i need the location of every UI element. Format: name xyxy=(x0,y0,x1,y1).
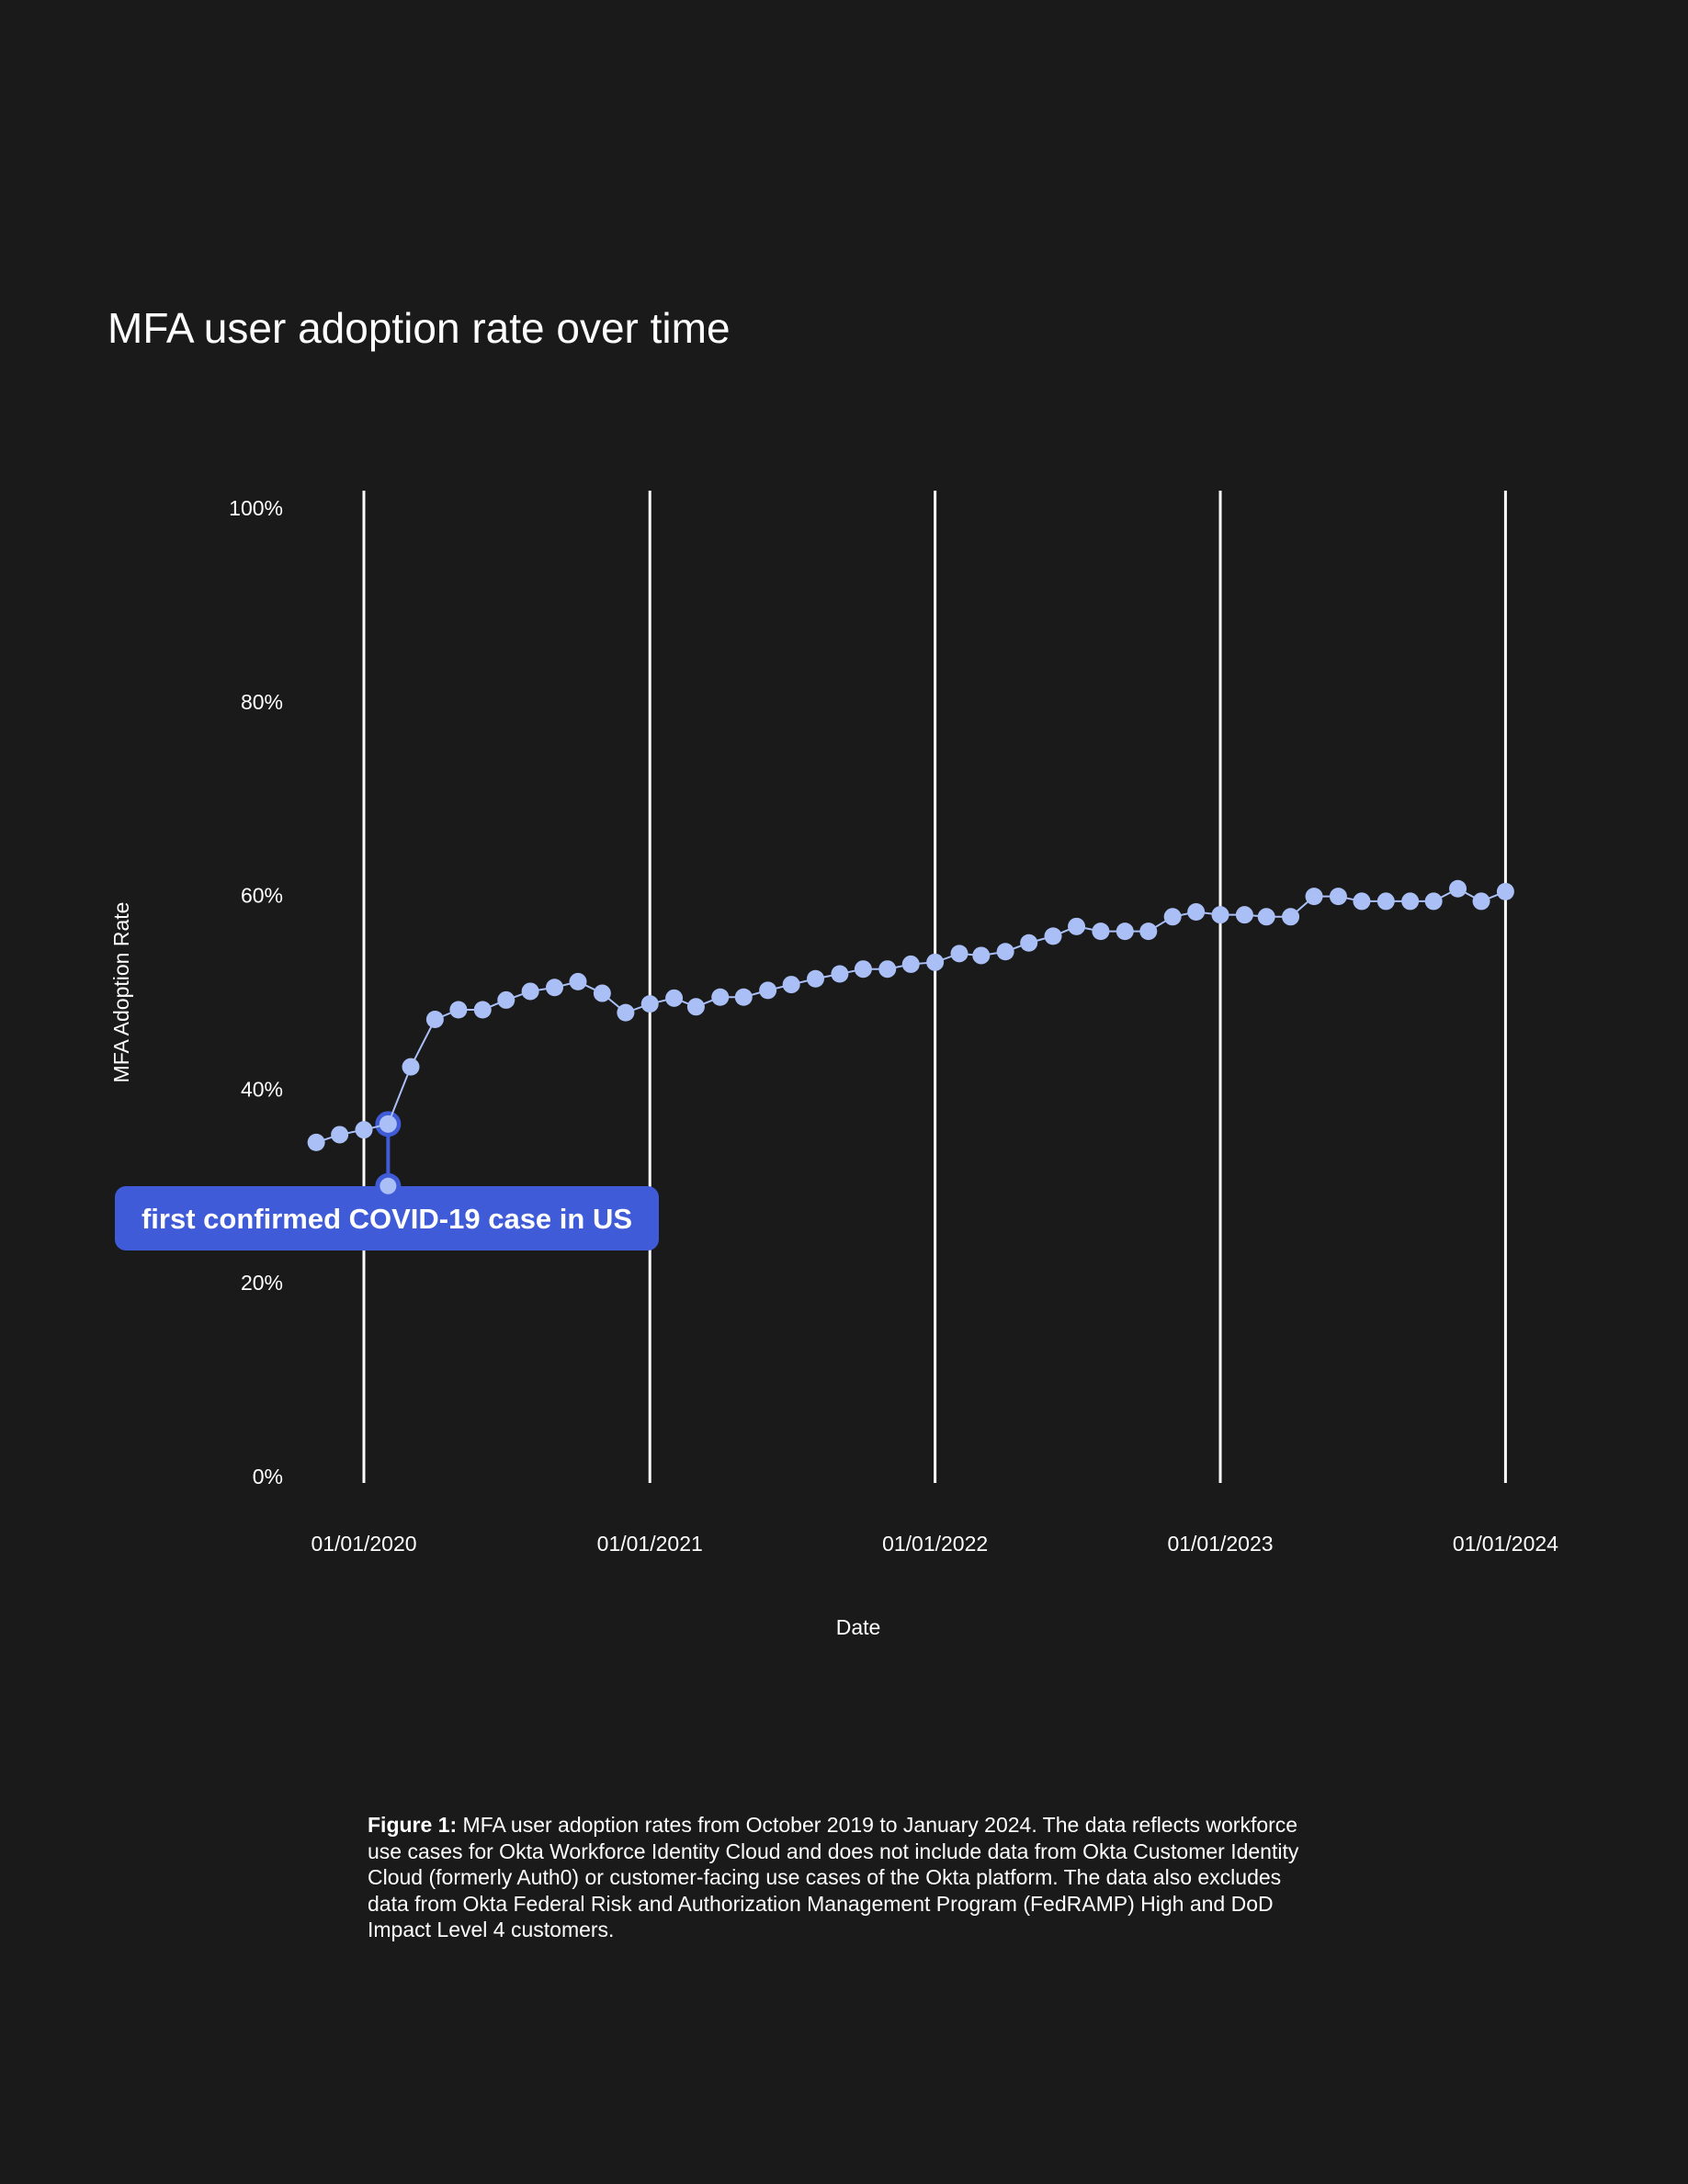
data-point xyxy=(1163,908,1182,926)
chart-title: MFA user adoption rate over time xyxy=(108,304,731,352)
caption-text: MFA user adoption rates from October 201… xyxy=(457,1813,1298,1837)
data-point xyxy=(1376,892,1395,911)
data-point xyxy=(425,1011,444,1029)
data-point xyxy=(331,1126,349,1144)
x-axis-label: Date xyxy=(836,1615,881,1639)
y-axis-label: MFA Adoption Rate xyxy=(109,902,133,1083)
line-chart: 0%20%40%60%80%100% 01/01/2020 01/01/2021 0… xyxy=(109,491,1558,1639)
data-point xyxy=(759,981,777,1000)
x-tick-label: 01/01/2023 xyxy=(1167,1532,1273,1556)
data-point xyxy=(926,953,945,971)
data-point xyxy=(686,998,705,1016)
data-point xyxy=(355,1121,373,1139)
data-point xyxy=(593,984,611,1002)
caption-line: Cloud (formerly Auth0) or customer-facin… xyxy=(368,1865,1282,1889)
data-point xyxy=(1496,882,1514,900)
data-point xyxy=(972,946,991,965)
data-point xyxy=(1401,892,1420,911)
y-tick-labels: 0% 20% 40% 60% 80% 100% xyxy=(229,496,283,1488)
data-point xyxy=(996,943,1014,961)
data-point xyxy=(1187,903,1206,922)
annotation: first confirmed COVID-19 case in US xyxy=(115,1172,659,1250)
caption-line: data from Okta Federal Risk and Authoriz… xyxy=(368,1891,1274,1916)
data-point xyxy=(1329,888,1347,906)
data-point xyxy=(1020,934,1038,952)
caption-line: Figure 1: MFA user adoption rates from O… xyxy=(368,1812,1298,1839)
data-point xyxy=(950,945,969,963)
data-point xyxy=(449,1001,468,1019)
data-point xyxy=(640,995,659,1013)
x-tick-labels: 01/01/2020 01/01/2021 01/01/2022 01/01/2023… xyxy=(311,1532,1558,1556)
data-point xyxy=(402,1058,420,1076)
data-point xyxy=(711,988,730,1006)
data-point xyxy=(1139,922,1158,941)
data-point xyxy=(521,982,539,1001)
series-line xyxy=(315,888,1506,1144)
data-point xyxy=(1092,922,1110,941)
data-points xyxy=(307,879,1514,1151)
data-point xyxy=(1211,906,1229,924)
data-point xyxy=(545,979,563,997)
data-point xyxy=(497,990,515,1009)
annotation-box xyxy=(115,1186,659,1250)
data-point xyxy=(1257,908,1275,926)
annotation-anchor-dot xyxy=(380,1177,397,1194)
data-point xyxy=(1424,892,1443,911)
data-point xyxy=(782,976,800,994)
data-point xyxy=(734,988,753,1006)
y-tick-label: 40% xyxy=(241,1077,283,1101)
data-point xyxy=(807,969,825,988)
data-point xyxy=(901,955,920,973)
x-tick-label: 01/01/2021 xyxy=(597,1532,703,1556)
caption-line: Impact Level 4 customers. xyxy=(368,1918,615,1941)
data-point xyxy=(307,1133,325,1151)
data-point xyxy=(569,972,587,990)
y-tick-label: 20% xyxy=(241,1271,283,1295)
y-tick-label: 60% xyxy=(241,884,283,908)
y-tick-label: 80% xyxy=(241,690,283,714)
data-point xyxy=(1353,892,1371,911)
x-tick-label: 01/01/2022 xyxy=(882,1532,988,1556)
data-point xyxy=(617,1003,635,1022)
figure-caption: Figure 1: MFA user adoption rates from O… xyxy=(368,1812,1298,1943)
data-point xyxy=(473,1001,492,1019)
y-tick-label: 0% xyxy=(253,1465,283,1488)
data-point xyxy=(854,960,872,979)
caption-line: use cases for Okta Workforce Identity Cl… xyxy=(368,1839,1299,1863)
data-point xyxy=(665,989,684,1007)
data-point xyxy=(1116,922,1134,941)
y-tick-label: 100% xyxy=(229,496,283,520)
gridlines xyxy=(362,491,1507,1483)
annotation-label: first confirmed COVID-19 case in US xyxy=(142,1203,632,1235)
data-point xyxy=(379,1115,397,1133)
data-point xyxy=(1472,892,1490,911)
data-point xyxy=(1449,879,1467,898)
x-tick-label: 01/01/2020 xyxy=(311,1532,416,1556)
x-tick-label: 01/01/2024 xyxy=(1453,1532,1558,1556)
data-point xyxy=(1068,917,1086,935)
data-point xyxy=(1044,927,1062,945)
data-point xyxy=(878,960,897,979)
data-point xyxy=(1235,906,1253,924)
caption-label: Figure 1: xyxy=(368,1813,458,1837)
data-point xyxy=(831,965,849,983)
data-point xyxy=(1305,888,1323,906)
data-point xyxy=(1282,908,1300,926)
